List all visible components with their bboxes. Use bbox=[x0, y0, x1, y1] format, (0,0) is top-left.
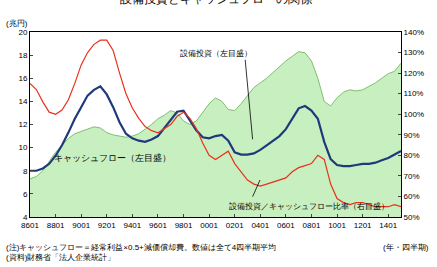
svg-text:140%: 140% bbox=[404, 28, 424, 37]
svg-text:18: 18 bbox=[18, 51, 27, 60]
svg-text:80%: 80% bbox=[404, 151, 420, 160]
svg-text:20: 20 bbox=[18, 28, 27, 37]
svg-text:9201: 9201 bbox=[98, 221, 116, 230]
svg-text:1001: 1001 bbox=[328, 221, 346, 230]
svg-text:(年・四半期): (年・四半期) bbox=[383, 243, 429, 252]
svg-text:9601: 9601 bbox=[149, 221, 167, 230]
svg-text:8801: 8801 bbox=[47, 221, 65, 230]
svg-text:10: 10 bbox=[18, 143, 27, 152]
svg-text:4: 4 bbox=[23, 213, 28, 222]
svg-text:12: 12 bbox=[18, 120, 27, 129]
svg-text:14: 14 bbox=[18, 97, 27, 106]
svg-text:8601: 8601 bbox=[21, 221, 39, 230]
svg-text:90%: 90% bbox=[404, 131, 420, 140]
svg-text:100%: 100% bbox=[404, 110, 424, 119]
svg-text:9801: 9801 bbox=[175, 221, 193, 230]
svg-text:キャッシュフロー（左目盛）: キャッシュフロー（左目盛） bbox=[54, 153, 171, 163]
svg-text:(注)キャッシュフロー＝経常利益×0.5+減価償却費。数値は: (注)キャッシュフロー＝経常利益×0.5+減価償却費。数値は全て4四半期平均(資… bbox=[6, 243, 276, 262]
svg-text:9401: 9401 bbox=[123, 221, 141, 230]
svg-text:1201: 1201 bbox=[354, 221, 372, 230]
svg-text:0401: 0401 bbox=[251, 221, 269, 230]
svg-text:120%: 120% bbox=[404, 69, 424, 78]
svg-text:110%: 110% bbox=[404, 89, 424, 98]
svg-text:6: 6 bbox=[23, 190, 28, 199]
svg-text:8: 8 bbox=[23, 167, 28, 176]
svg-text:130%: 130% bbox=[404, 48, 424, 57]
svg-text:16: 16 bbox=[18, 74, 27, 83]
svg-text:設備投資／キャッシュフロー比率（右目盛）: 設備投資／キャッシュフロー比率（右目盛） bbox=[229, 202, 389, 211]
svg-text:設備投資とキャッシュフローの関係: 設備投資とキャッシュフローの関係 bbox=[120, 0, 312, 6]
svg-text:50%: 50% bbox=[404, 213, 420, 222]
svg-text:1401: 1401 bbox=[379, 221, 397, 230]
svg-text:70%: 70% bbox=[404, 172, 420, 181]
svg-text:0601: 0601 bbox=[277, 221, 295, 230]
svg-text:9001: 9001 bbox=[72, 221, 90, 230]
svg-text:0801: 0801 bbox=[303, 221, 321, 230]
svg-text:設備投資（左目盛）: 設備投資（左目盛） bbox=[180, 49, 252, 58]
svg-text:60%: 60% bbox=[404, 192, 420, 201]
svg-text:0001: 0001 bbox=[200, 221, 218, 230]
svg-text:(兆円): (兆円) bbox=[6, 19, 28, 28]
svg-text:0201: 0201 bbox=[226, 221, 244, 230]
